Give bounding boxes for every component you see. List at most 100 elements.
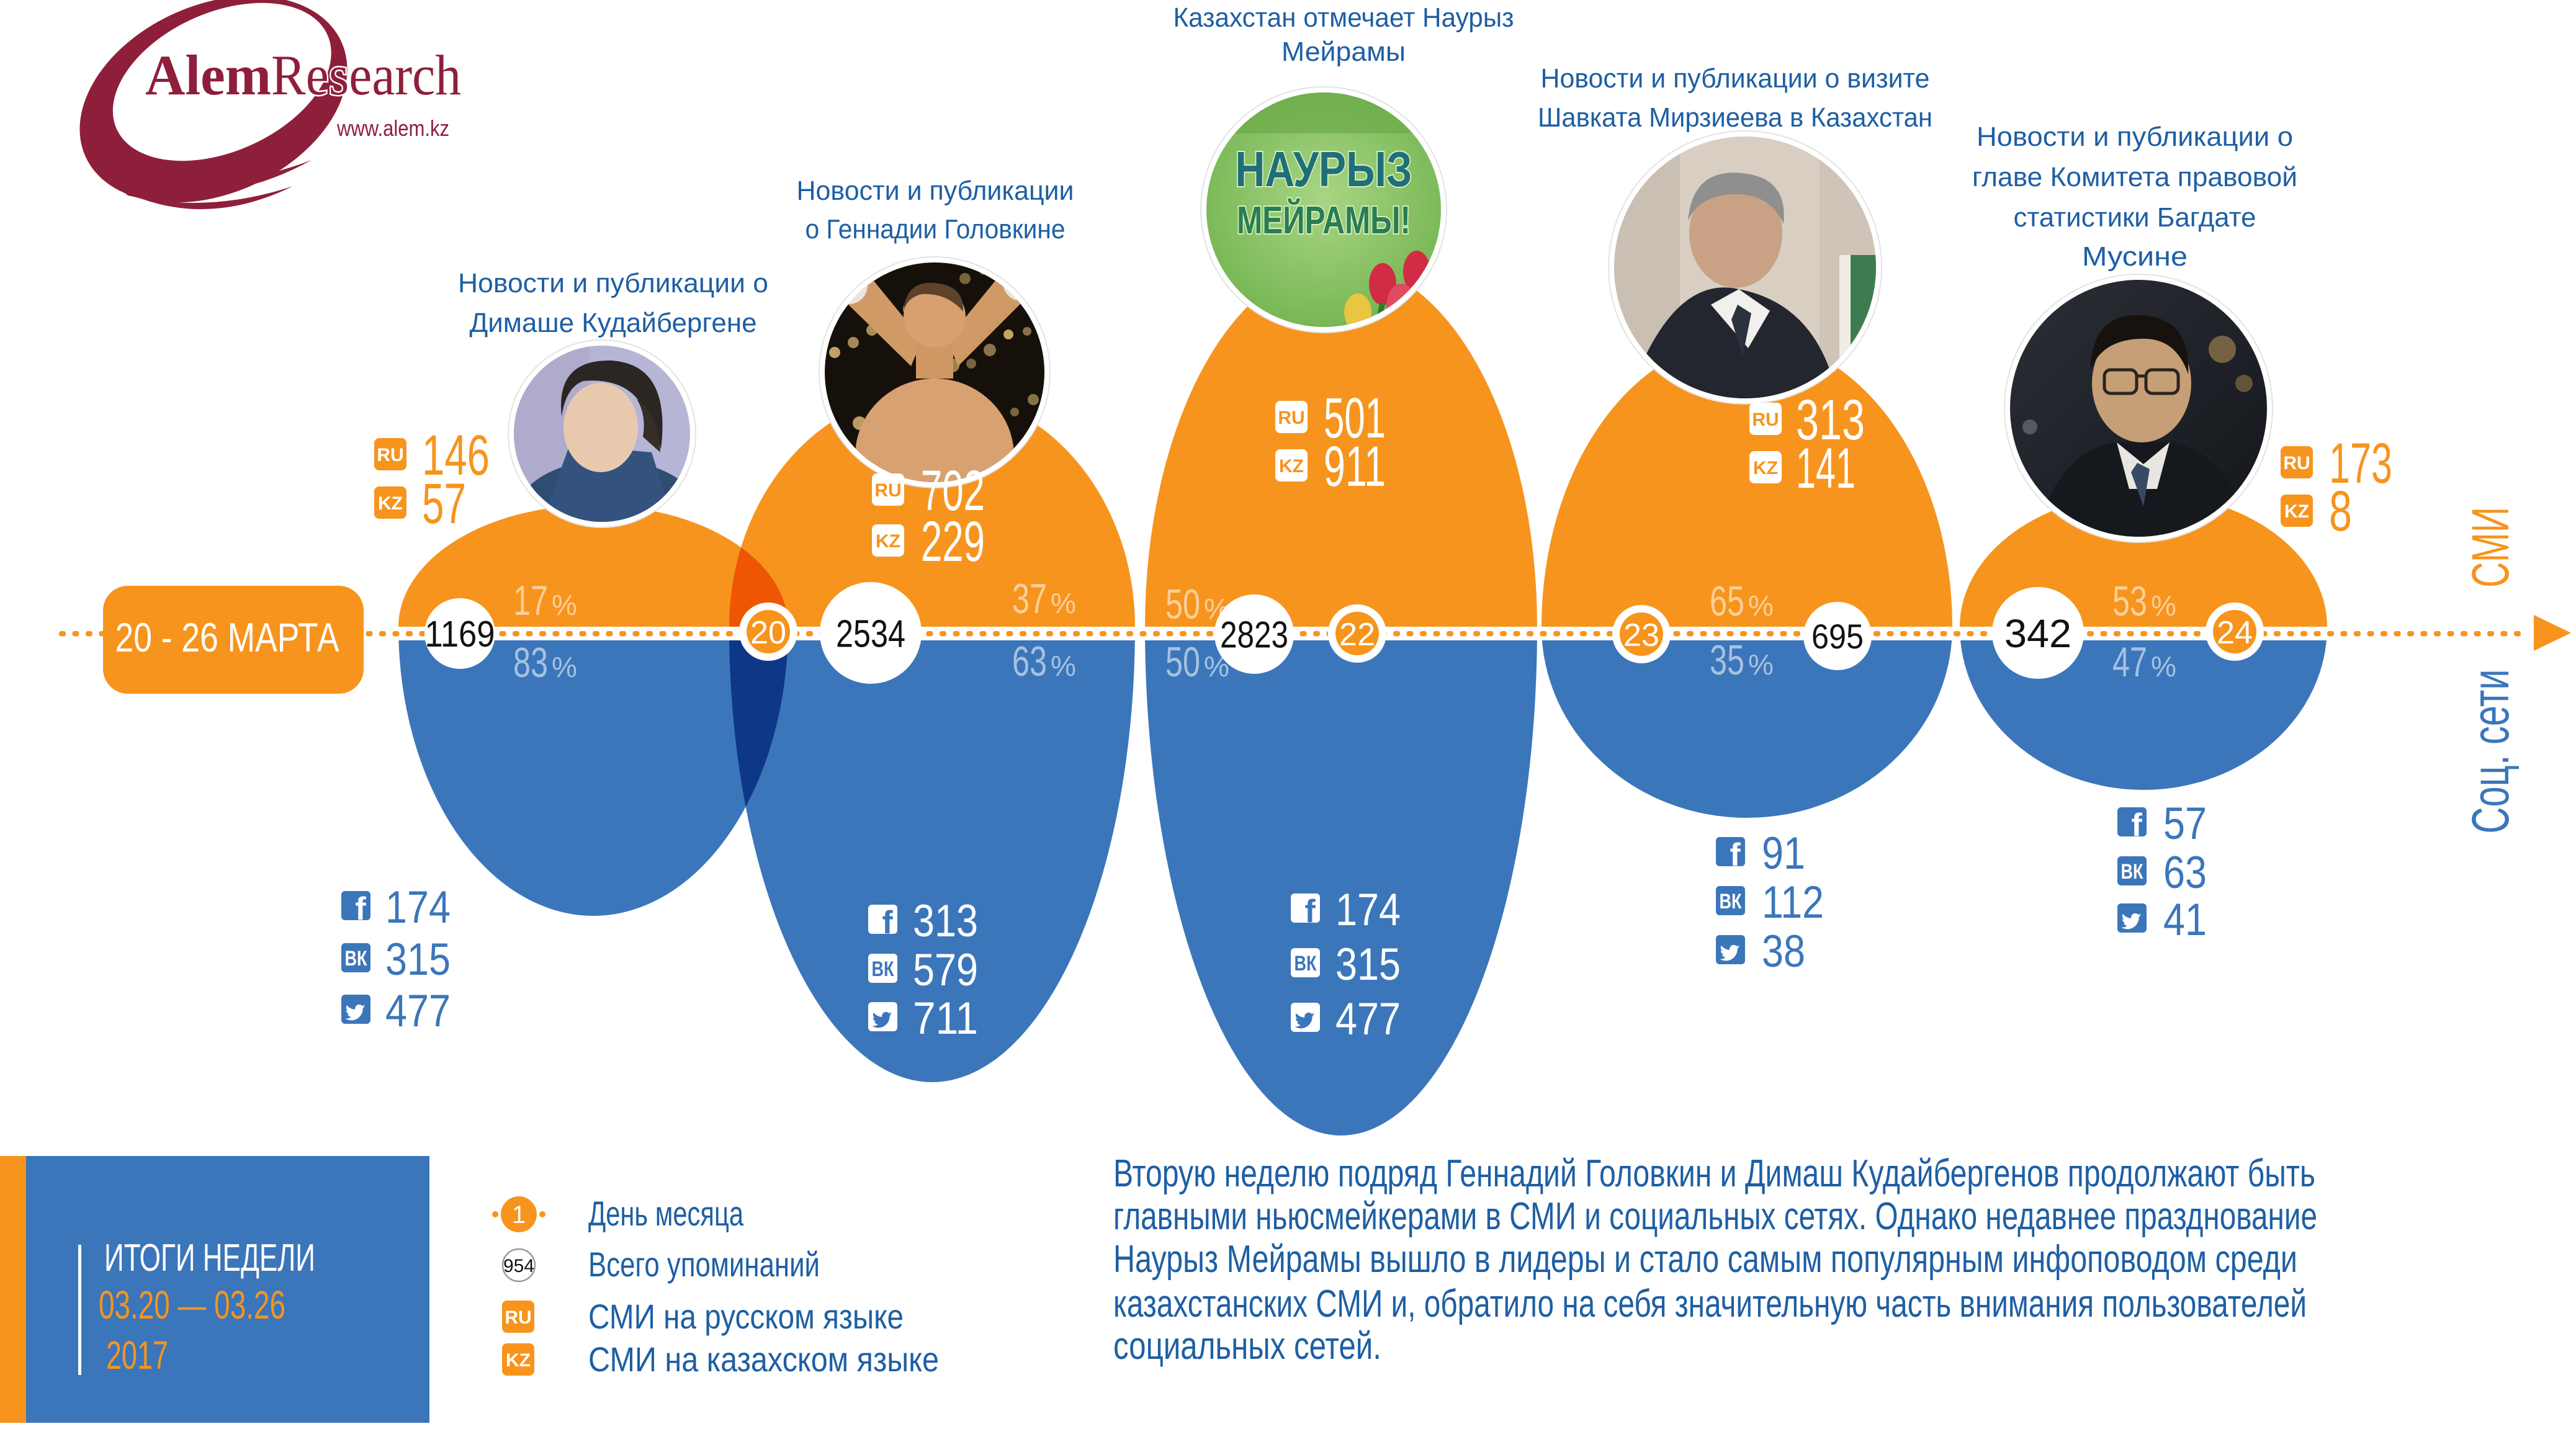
svg-text:174: 174 bbox=[1335, 885, 1401, 935]
svg-text:57: 57 bbox=[2163, 799, 2207, 849]
svg-text:ВК: ВК bbox=[872, 957, 894, 981]
svg-text:2534: 2534 bbox=[836, 612, 905, 655]
svg-text:%: % bbox=[1748, 648, 1774, 681]
svg-text:Всего упоминаний: Всего упоминаний bbox=[588, 1245, 820, 1284]
svg-text:711: 711 bbox=[913, 993, 978, 1044]
svg-text:социальных сетей.: социальных сетей. bbox=[1113, 1325, 1381, 1368]
svg-text:f: f bbox=[2131, 807, 2142, 843]
svg-text:%: % bbox=[1051, 587, 1076, 619]
svg-text:ВК: ВК bbox=[1295, 952, 1317, 975]
svg-text:501: 501 bbox=[1324, 387, 1386, 450]
svg-text:Новости и публикации: Новости и публикации bbox=[797, 176, 1074, 206]
svg-text:Шавката Мирзиеева в Казахстан: Шавката Мирзиеева в Казахстан bbox=[1538, 102, 1932, 133]
svg-text:ИТОГИ НЕДЕЛИ: ИТОГИ НЕДЕЛИ bbox=[104, 1237, 315, 1279]
svg-text:f: f bbox=[882, 905, 893, 941]
svg-text:579: 579 bbox=[913, 945, 978, 995]
svg-text:главе Комитета правовой: главе Комитета правовой bbox=[1972, 162, 2297, 192]
svg-text:RU: RU bbox=[1278, 408, 1304, 428]
svg-text:%: % bbox=[1748, 589, 1774, 622]
svg-text:Новости и публикации о: Новости и публикации о bbox=[1977, 122, 2293, 152]
svg-text:статистики Багдате: статистики Багдате bbox=[2014, 202, 2256, 233]
svg-text:RU: RU bbox=[2283, 453, 2310, 473]
svg-text:57: 57 bbox=[422, 472, 466, 535]
svg-text:f: f bbox=[1730, 837, 1741, 873]
svg-text:f: f bbox=[1304, 894, 1316, 930]
svg-text:313: 313 bbox=[1796, 388, 1865, 452]
svg-text:63: 63 bbox=[2163, 848, 2207, 898]
svg-text:%: % bbox=[552, 651, 577, 683]
svg-text:47: 47 bbox=[2112, 638, 2147, 686]
svg-text:695: 695 bbox=[1811, 617, 1864, 656]
svg-text:41: 41 bbox=[2163, 895, 2207, 945]
svg-text:RU: RU bbox=[377, 445, 403, 465]
svg-text:KZ: KZ bbox=[876, 531, 900, 552]
svg-text:1: 1 bbox=[512, 1201, 526, 1229]
svg-text:23: 23 bbox=[1623, 617, 1659, 653]
svg-text:38: 38 bbox=[1762, 926, 1805, 977]
svg-text:174: 174 bbox=[385, 882, 451, 933]
svg-text:22: 22 bbox=[1339, 617, 1375, 653]
svg-text:о Геннадии Головкине: о Геннадии Головкине bbox=[806, 214, 1066, 244]
svg-text:Вторую неделю подряд Геннадий: Вторую неделю подряд Геннадий Головкин и… bbox=[1113, 1152, 2315, 1195]
svg-text:173: 173 bbox=[2329, 432, 2392, 495]
svg-text:СМИ на казахском языке: СМИ на казахском языке bbox=[588, 1340, 939, 1379]
svg-text:ВК: ВК bbox=[345, 947, 367, 970]
svg-text:KZ: KZ bbox=[2284, 501, 2309, 522]
svg-text:%: % bbox=[1051, 650, 1076, 682]
svg-text:ВК: ВК bbox=[2121, 860, 2143, 884]
svg-text:20: 20 bbox=[750, 615, 786, 651]
svg-text:День месяца: День месяца bbox=[588, 1194, 744, 1233]
svg-text:www.alem.kz: www.alem.kz bbox=[336, 115, 449, 141]
svg-text:146: 146 bbox=[422, 424, 490, 487]
svg-text:ВК: ВК bbox=[1720, 890, 1742, 913]
svg-text:Новости и публикации о визите: Новости и публикации о визите bbox=[1541, 63, 1930, 94]
svg-text:%: % bbox=[2151, 589, 2176, 622]
svg-text:KZ: KZ bbox=[378, 493, 403, 514]
svg-text:53: 53 bbox=[2112, 578, 2147, 625]
svg-text:8: 8 bbox=[2329, 480, 2352, 543]
svg-text:03.20 — 03.26: 03.20 — 03.26 bbox=[99, 1283, 285, 1327]
svg-text:Мейрамы: Мейрамы bbox=[1281, 37, 1406, 67]
svg-text:315: 315 bbox=[385, 934, 451, 985]
svg-text:RU: RU bbox=[874, 480, 901, 501]
svg-text:477: 477 bbox=[385, 986, 451, 1036]
svg-text:65: 65 bbox=[1710, 578, 1744, 625]
svg-text:342: 342 bbox=[2004, 611, 2071, 656]
svg-text:2017: 2017 bbox=[106, 1333, 168, 1377]
svg-text:RU: RU bbox=[1752, 410, 1779, 430]
svg-text:СМИ на русском языке: СМИ на русском языке bbox=[588, 1297, 904, 1336]
svg-text:казахстанских СМИ и, обратило: казахстанских СМИ и, обратило на себя зн… bbox=[1113, 1283, 2307, 1325]
svg-text:1169: 1169 bbox=[425, 614, 495, 655]
svg-text:2823: 2823 bbox=[1220, 614, 1288, 656]
svg-text:911: 911 bbox=[1324, 435, 1386, 498]
svg-text:Alem: Alem bbox=[145, 43, 271, 107]
svg-text:Наурыз Мейрамы вышло в лидеры: Наурыз Мейрамы вышло в лидеры и стало са… bbox=[1113, 1238, 2297, 1281]
svg-text:f: f bbox=[355, 891, 366, 927]
svg-text:%: % bbox=[552, 589, 577, 621]
svg-text:50: 50 bbox=[1165, 638, 1200, 686]
svg-text:%: % bbox=[2151, 650, 2176, 683]
svg-text:477: 477 bbox=[1335, 994, 1401, 1044]
svg-text:Димаше Кудайбергене: Димаше Кудайбергене bbox=[470, 308, 757, 338]
svg-text:315: 315 bbox=[1335, 939, 1401, 990]
svg-text:112: 112 bbox=[1762, 877, 1824, 928]
svg-text:главными ньюсмейкерами в СМИ и: главными ньюсмейкерами в СМИ и социальны… bbox=[1113, 1195, 2317, 1238]
svg-text:954: 954 bbox=[503, 1256, 534, 1276]
svg-text:20 - 26 МАРТА: 20 - 26 МАРТА bbox=[115, 614, 339, 660]
svg-text:229: 229 bbox=[921, 510, 985, 573]
svg-text:17: 17 bbox=[513, 577, 548, 624]
svg-text:Новости и публикации о: Новости и публикации о bbox=[458, 268, 768, 298]
svg-text:702: 702 bbox=[921, 459, 985, 522]
svg-text:141: 141 bbox=[1796, 437, 1856, 500]
svg-text:63: 63 bbox=[1012, 638, 1047, 685]
svg-text:Соц. сети: Соц. сети bbox=[2461, 670, 2520, 834]
svg-text:35: 35 bbox=[1710, 637, 1744, 684]
svg-text:37: 37 bbox=[1012, 575, 1047, 622]
svg-text:Мусине: Мусине bbox=[2082, 241, 2188, 272]
svg-text:50: 50 bbox=[1165, 581, 1200, 628]
svg-text:KZ: KZ bbox=[506, 1350, 531, 1371]
svg-text:RU: RU bbox=[505, 1307, 531, 1328]
svg-text:KZ: KZ bbox=[1279, 456, 1304, 477]
svg-text:Казахстан отмечает Наурыз: Казахстан отмечает Наурыз bbox=[1174, 2, 1514, 33]
svg-text:313: 313 bbox=[913, 896, 978, 946]
